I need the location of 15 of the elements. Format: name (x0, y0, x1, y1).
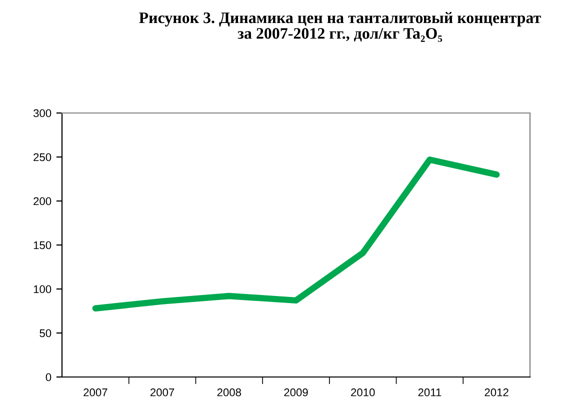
y-tick-label: 150 (34, 241, 52, 250)
y-tick-label: 250 (34, 153, 52, 162)
y-tick-label: 100 (34, 285, 52, 294)
y-tick-label: 50 (40, 329, 52, 338)
chart-title: Рисунок 3. Динамика цен на танталитовый концентрат за 2007-2012 гг., дол/кг Ta₂O₅ (139, 12, 541, 42)
x-tick-label: 2012 (484, 388, 508, 396)
x-tick-label: 2007 (150, 388, 174, 396)
x-tick-label: 2009 (284, 388, 308, 396)
y-tick-label: 0 (46, 373, 52, 382)
x-tick-label: 2008 (217, 388, 242, 396)
x-tick-label: 2011 (418, 388, 442, 396)
y-tick-label: 200 (34, 197, 52, 206)
y-tick-label: 300 (33, 109, 52, 118)
x-tick-label: 2010 (351, 388, 375, 396)
x-tick-label: 2007 (84, 388, 108, 396)
